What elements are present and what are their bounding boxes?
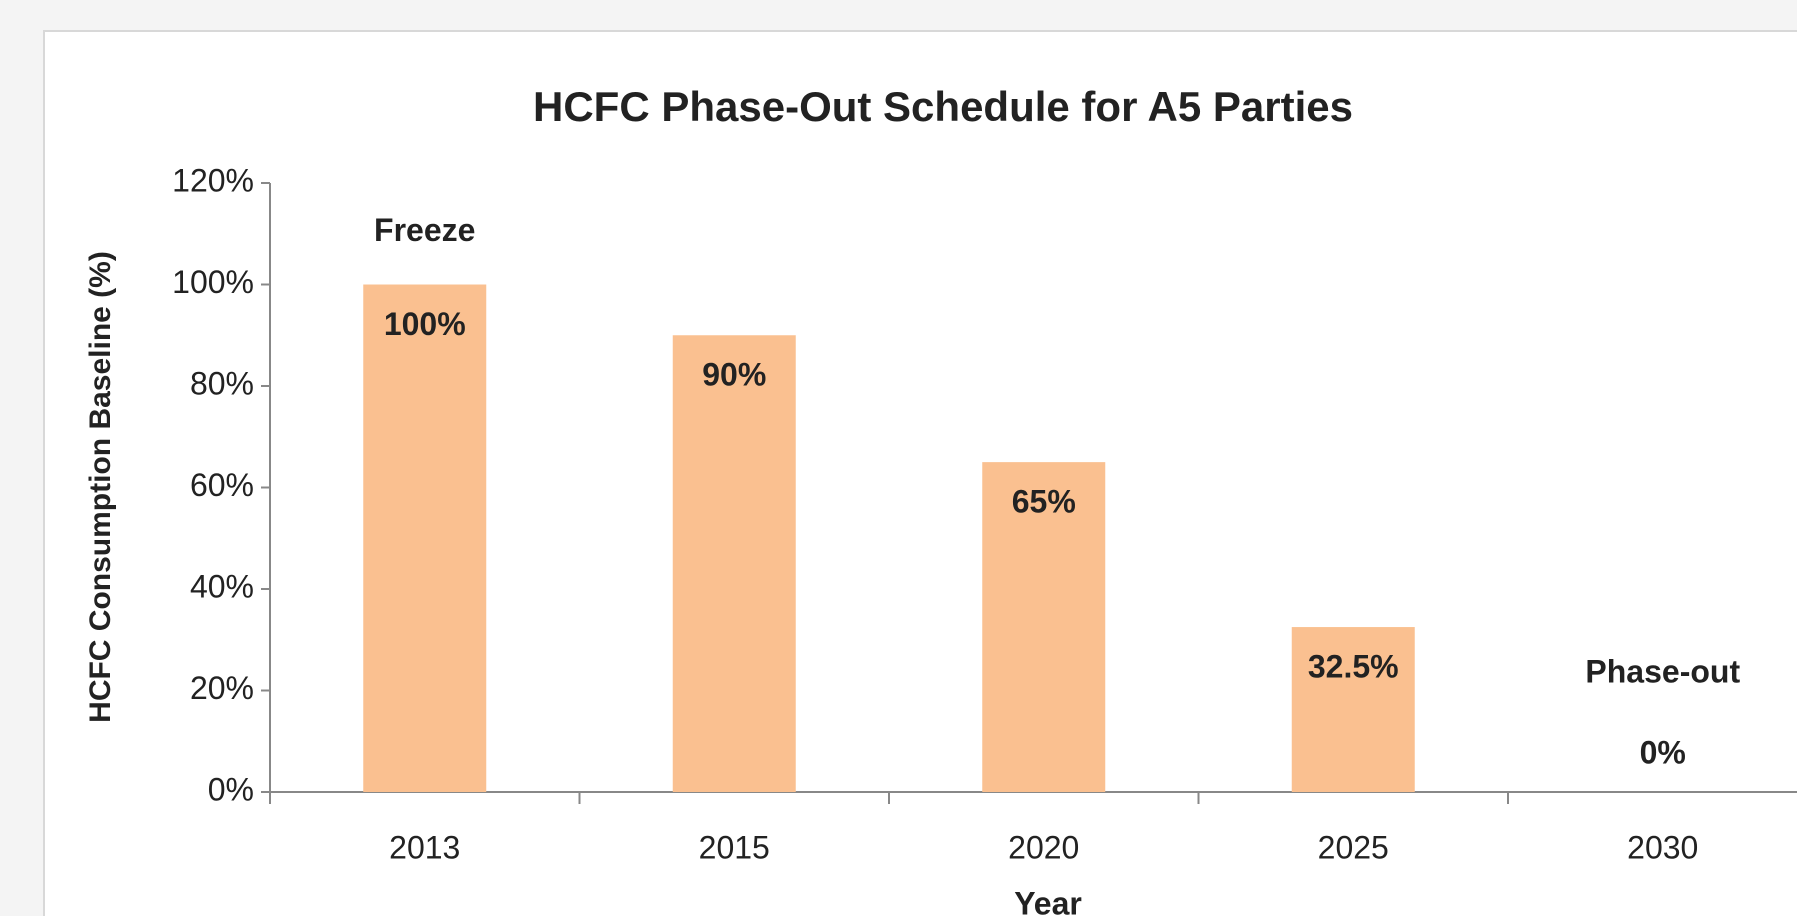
y-tick-label: 80% (190, 365, 254, 401)
bar (363, 284, 487, 792)
y-tick-label: 0% (208, 771, 254, 807)
x-tick-label: 2030 (1627, 829, 1698, 865)
value-label: 0% (1640, 734, 1686, 770)
annotation: Freeze (374, 212, 475, 248)
x-tick-label: 2025 (1318, 829, 1389, 865)
x-tick-label: 2015 (699, 829, 770, 865)
value-label: 32.5% (1308, 649, 1399, 685)
annotation: Phase-out (1585, 653, 1740, 689)
bar (672, 335, 796, 792)
chart-panel (43, 30, 1797, 916)
y-tick-label: 20% (190, 670, 254, 706)
value-label: 100% (384, 306, 466, 342)
chart-title: HCFC Phase-Out Schedule for A5 Parties (533, 83, 1353, 130)
x-axis-label: Year (1014, 885, 1082, 916)
y-tick-label: 120% (172, 162, 254, 198)
value-label: 65% (1012, 484, 1076, 520)
x-tick-label: 2013 (389, 829, 460, 865)
y-tick-label: 60% (190, 467, 254, 503)
bar (982, 462, 1106, 792)
y-tick-label: 40% (190, 568, 254, 604)
bar (1291, 627, 1415, 792)
y-tick-label: 100% (172, 264, 254, 300)
x-tick-label: 2020 (1008, 829, 1079, 865)
y-axis-label: HCFC Consumption Baseline (%) (84, 251, 117, 723)
value-label: 90% (702, 357, 766, 393)
